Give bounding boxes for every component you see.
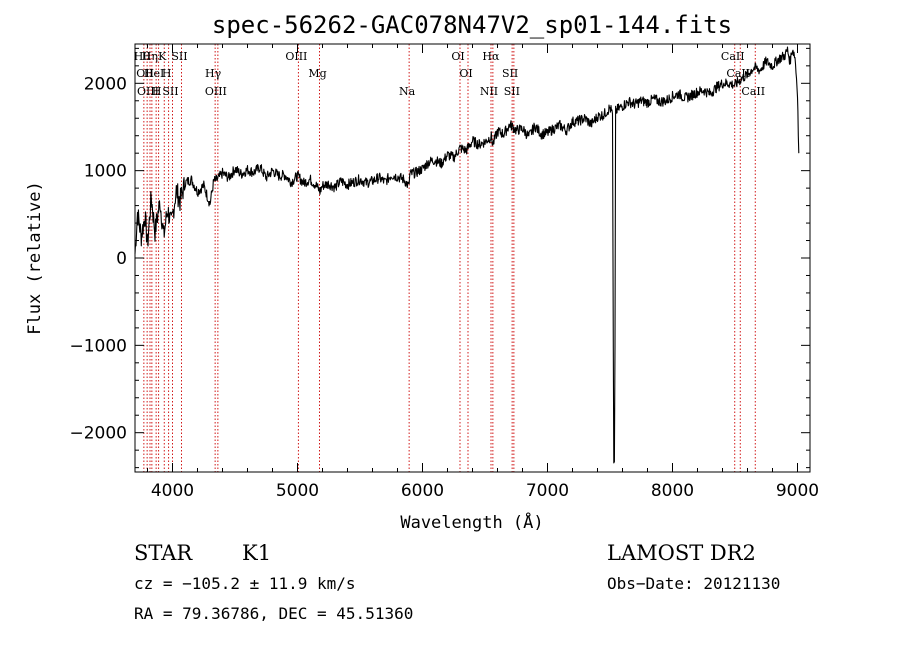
y-tick-label-4: 2000 xyxy=(84,74,127,94)
object-subclass: K1 xyxy=(242,541,271,565)
chart-title: spec-56262-GAC078N47V2_sp01-144.fits xyxy=(212,11,732,39)
line-label-21: CaII xyxy=(721,50,745,63)
line-label-4: HeI xyxy=(144,67,164,80)
spectral-line-labels: HθOIIOIIIHηHeIHKHSIISIIHγOIIIOIIIMgNaOIO… xyxy=(134,50,765,98)
line-label-20: SII xyxy=(504,85,520,98)
observation-date: Obs−Date: 20121130 xyxy=(607,574,780,593)
y-tick-label-3: 1000 xyxy=(84,162,127,182)
line-label-0: Hθ xyxy=(134,50,151,63)
redshift-info: cz = −105.2 ± 11.9 km/s xyxy=(134,574,356,593)
x-tick-label-4: 8000 xyxy=(651,481,694,501)
plot-frame xyxy=(134,43,811,473)
y-tick-label-2: 0 xyxy=(116,249,127,269)
line-label-5: H xyxy=(152,85,162,98)
line-label-2: OIII xyxy=(137,85,159,98)
spectral-line-markers xyxy=(143,44,756,472)
x-axis-ticks: 4000 5000 6000 7000 8000 9000 xyxy=(147,44,819,501)
y-tick-label-1: −1000 xyxy=(69,336,127,356)
spectrum-line xyxy=(134,46,800,464)
x-tick-label-0: 4000 xyxy=(151,481,194,501)
line-label-3: Hη xyxy=(142,50,158,63)
y-tick-label-0: −2000 xyxy=(69,424,127,444)
line-label-18: Hα xyxy=(482,50,500,63)
line-label-19: SII xyxy=(502,67,518,80)
y-axis-label: Flux (relative) xyxy=(25,181,45,335)
line-label-6: K xyxy=(158,50,167,63)
x-axis-label: Wavelength (Å) xyxy=(400,511,543,533)
line-label-11: OIII xyxy=(205,85,227,98)
line-label-9: SII xyxy=(171,50,187,63)
line-label-8: SII xyxy=(162,85,178,98)
x-tick-label-3: 7000 xyxy=(526,481,569,501)
line-label-23: CaII xyxy=(741,85,765,98)
line-label-15: OI xyxy=(451,50,464,63)
object-class: STAR xyxy=(134,541,193,565)
x-tick-label-5: 9000 xyxy=(776,481,819,501)
line-label-16: OI xyxy=(459,67,472,80)
line-label-14: Na xyxy=(399,85,416,98)
x-tick-label-2: 6000 xyxy=(401,481,444,501)
line-label-12: OIII xyxy=(285,50,307,63)
x-tick-label-1: 5000 xyxy=(276,481,319,501)
line-label-7: H xyxy=(162,67,172,80)
coordinates-info: RA = 79.36786, DEC = 45.51360 xyxy=(134,604,413,623)
line-label-17: NII xyxy=(480,85,498,98)
line-label-10: Hγ xyxy=(205,67,222,80)
y-axis-ticks: −2000 −1000 0 1000 2000 xyxy=(69,47,810,469)
survey-name: LAMOST DR2 xyxy=(607,541,756,565)
line-label-13: Mg xyxy=(308,67,326,80)
line-label-1: OII xyxy=(136,67,154,80)
line-label-22: CaII xyxy=(726,67,750,80)
